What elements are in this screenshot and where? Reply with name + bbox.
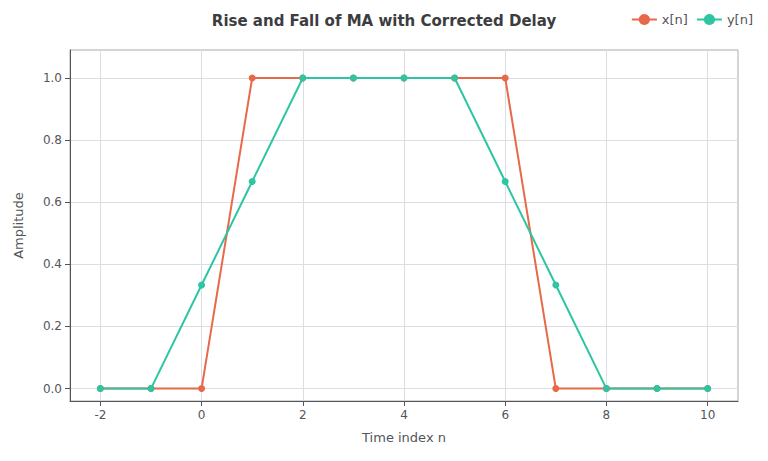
svg-text:1.0: 1.0 <box>43 71 62 85</box>
svg-text:0: 0 <box>198 408 206 422</box>
svg-text:0.2: 0.2 <box>43 319 62 333</box>
svg-text:Rise and Fall of MA with Corre: Rise and Fall of MA with Corrected Delay <box>212 12 557 30</box>
svg-text:-2: -2 <box>94 408 106 422</box>
svg-text:0.6: 0.6 <box>43 195 62 209</box>
svg-text:Amplitude: Amplitude <box>11 192 26 259</box>
svg-text:8: 8 <box>603 408 611 422</box>
svg-text:Time index n: Time index n <box>361 430 446 445</box>
svg-text:6: 6 <box>501 408 509 422</box>
svg-text:4: 4 <box>400 408 408 422</box>
svg-text:0.8: 0.8 <box>43 133 62 147</box>
svg-text:2: 2 <box>299 408 307 422</box>
svg-text:0.0: 0.0 <box>43 382 62 396</box>
svg-text:0.4: 0.4 <box>43 257 62 271</box>
svg-text:y[n]: y[n] <box>727 12 753 27</box>
svg-text:x[n]: x[n] <box>662 12 688 27</box>
svg-text:10: 10 <box>700 408 715 422</box>
